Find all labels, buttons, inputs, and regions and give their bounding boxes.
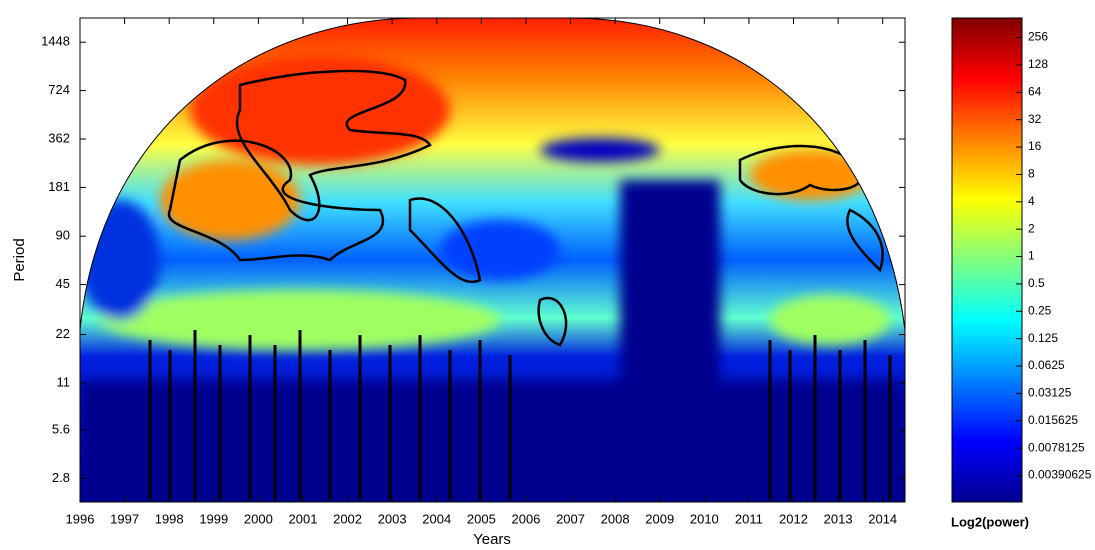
colorbar-tick-label: 0.125 bbox=[1028, 331, 1058, 345]
wavelet-power bbox=[80, 18, 905, 502]
colorbar-tick-label: 0.03125 bbox=[1028, 386, 1072, 400]
colorbar bbox=[951, 17, 1023, 503]
y-tick-label: 11 bbox=[57, 374, 71, 389]
x-tick-label: 2009 bbox=[645, 511, 674, 526]
y-tick-label: 45 bbox=[56, 276, 70, 291]
y-tick-label: 181 bbox=[48, 179, 70, 194]
colorbar-tick-label: 128 bbox=[1028, 57, 1048, 71]
x-tick-label: 2011 bbox=[735, 511, 763, 526]
significance-contours bbox=[167, 69, 884, 347]
colorbar-tick-label: 16 bbox=[1028, 139, 1042, 153]
x-tick-label: 2010 bbox=[690, 511, 719, 526]
x-axis-label: Years bbox=[473, 531, 511, 548]
y-tick-label: 362 bbox=[48, 130, 70, 145]
x-tick-label: 1998 bbox=[155, 511, 184, 526]
colorbar-tick-label: 0.00390625 bbox=[1028, 468, 1092, 482]
colorbar-tick-label: 32 bbox=[1028, 112, 1042, 126]
y-tick-label: 22 bbox=[56, 326, 70, 341]
x-tick-label: 2008 bbox=[601, 511, 630, 526]
y-axis-label: Period bbox=[11, 238, 28, 281]
y-tick-label: 2.8 bbox=[52, 470, 70, 485]
colorbar-tick-label: 0.5 bbox=[1028, 276, 1045, 290]
power-patches bbox=[80, 55, 905, 502]
x-tick-label: 2007 bbox=[556, 511, 585, 526]
x-tick-label: 1997 bbox=[110, 511, 139, 526]
plot-area bbox=[79, 17, 906, 503]
x-tick-label: 2000 bbox=[244, 511, 273, 526]
x-tick-label: 2001 bbox=[289, 511, 318, 526]
plot-frame bbox=[79, 17, 906, 503]
x-tick-label: 1996 bbox=[66, 511, 95, 526]
colorbar-tick-label: 0.015625 bbox=[1028, 413, 1078, 427]
x-tick-label: 2006 bbox=[511, 511, 540, 526]
x-tick-label: 2014 bbox=[868, 511, 897, 526]
colorbar-label: Log2(power) bbox=[951, 514, 1029, 529]
x-tick-label: 2012 bbox=[779, 511, 808, 526]
colorbar-tick-label: 256 bbox=[1028, 30, 1048, 44]
noise-contours bbox=[148, 330, 892, 500]
x-tick-label: 2004 bbox=[422, 511, 451, 526]
colorbar-tick-label: 0.0078125 bbox=[1028, 440, 1085, 454]
x-tick-label: 2005 bbox=[467, 511, 496, 526]
y-tick-label: 90 bbox=[56, 228, 70, 243]
colorbar-tick-label: 0.25 bbox=[1028, 303, 1052, 317]
y-tick-label: 5.6 bbox=[52, 422, 70, 437]
x-tick-label: 2002 bbox=[333, 511, 362, 526]
colorbar-tick-label: 4 bbox=[1028, 194, 1035, 208]
x-tick-label: 1999 bbox=[199, 511, 228, 526]
x-tick-label: 2013 bbox=[824, 511, 853, 526]
colorbar-tick-label: 8 bbox=[1028, 167, 1035, 181]
colorbar-tick-label: 64 bbox=[1028, 84, 1042, 98]
y-tick-label: 724 bbox=[48, 82, 70, 97]
colorbar-tick-label: 2 bbox=[1028, 221, 1035, 235]
colorbar-tick-label: 1 bbox=[1028, 249, 1035, 263]
x-tick-label: 2003 bbox=[378, 511, 407, 526]
y-tick-label: 1448 bbox=[41, 34, 70, 49]
colorbar-tick-label: 0.0625 bbox=[1028, 358, 1065, 372]
